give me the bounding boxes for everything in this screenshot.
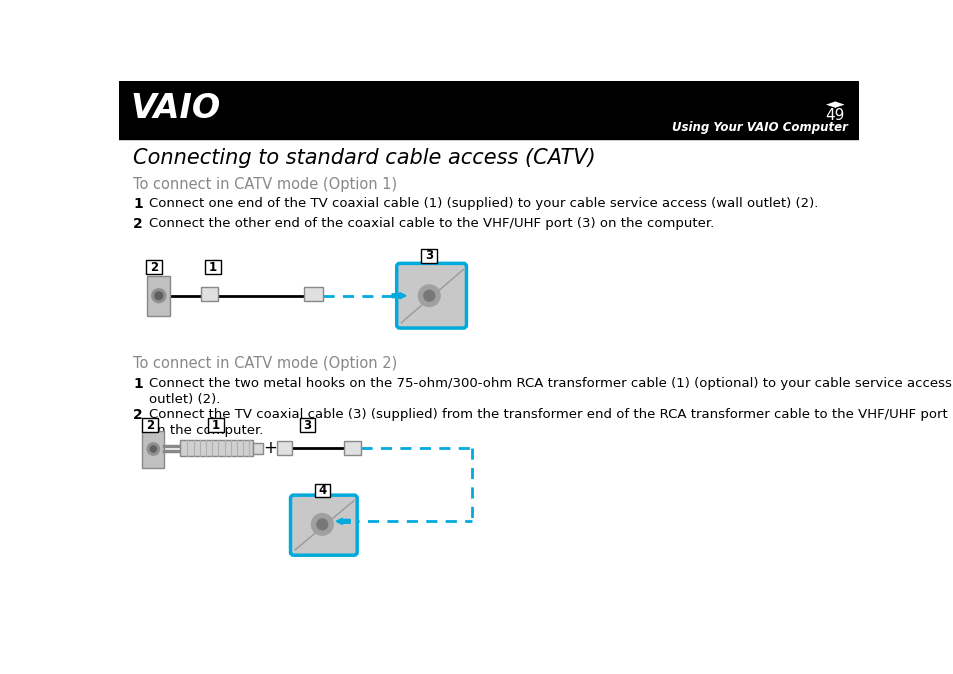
Text: 2: 2 xyxy=(133,408,143,422)
Text: 1: 1 xyxy=(209,261,217,274)
Bar xyxy=(208,418,224,432)
Text: 2: 2 xyxy=(146,419,154,431)
Text: 3: 3 xyxy=(425,249,433,262)
Text: 4: 4 xyxy=(318,484,326,497)
Bar xyxy=(314,483,330,497)
Text: 1: 1 xyxy=(133,377,143,392)
Text: ◄: ◄ xyxy=(825,98,835,111)
Circle shape xyxy=(147,443,159,455)
FancyArrow shape xyxy=(392,293,406,299)
Bar xyxy=(205,260,220,274)
Text: 1: 1 xyxy=(133,197,143,211)
Text: 49: 49 xyxy=(824,108,844,123)
Text: 1: 1 xyxy=(212,419,220,431)
Circle shape xyxy=(150,446,156,452)
Bar xyxy=(253,443,262,454)
Text: To connect in CATV mode (Option 2): To connect in CATV mode (Option 2) xyxy=(133,356,397,371)
Text: +: + xyxy=(263,439,277,457)
Bar xyxy=(344,441,360,455)
Bar xyxy=(276,441,292,455)
Circle shape xyxy=(152,288,166,303)
Text: 3: 3 xyxy=(303,419,312,431)
FancyBboxPatch shape xyxy=(396,264,466,328)
Bar xyxy=(304,287,323,301)
Text: ►: ► xyxy=(834,98,844,111)
Bar xyxy=(142,431,164,468)
Circle shape xyxy=(154,292,162,299)
Text: Using Your VAIO Computer: Using Your VAIO Computer xyxy=(671,121,847,134)
Bar xyxy=(142,418,158,432)
Text: Connect the other end of the coaxial cable to the VHF/UHF port (3) on the comput: Connect the other end of the coaxial cab… xyxy=(149,217,713,230)
Bar xyxy=(421,249,436,263)
Text: on the computer.: on the computer. xyxy=(149,423,263,437)
FancyArrow shape xyxy=(335,518,350,524)
Text: VAIO: VAIO xyxy=(131,92,221,125)
Text: Connect one end of the TV coaxial cable (1) (supplied) to your cable service acc: Connect one end of the TV coaxial cable … xyxy=(149,197,818,210)
Bar xyxy=(200,287,217,301)
Text: To connect in CATV mode (Option 1): To connect in CATV mode (Option 1) xyxy=(133,177,396,192)
Text: 2: 2 xyxy=(150,261,158,274)
Circle shape xyxy=(311,514,333,535)
Bar xyxy=(146,260,162,274)
Bar xyxy=(179,441,253,456)
Bar xyxy=(147,276,171,315)
Text: 2: 2 xyxy=(133,217,143,231)
Bar xyxy=(119,81,858,140)
Circle shape xyxy=(316,519,328,530)
Bar xyxy=(299,418,315,432)
Text: Connect the two metal hooks on the 75-ohm/300-ohm RCA transformer cable (1) (opt: Connect the two metal hooks on the 75-oh… xyxy=(149,377,953,390)
FancyBboxPatch shape xyxy=(291,495,356,555)
Text: Connect the TV coaxial cable (3) (supplied) from the transformer end of the RCA : Connect the TV coaxial cable (3) (suppli… xyxy=(149,408,953,421)
Text: Connecting to standard cable access (CATV): Connecting to standard cable access (CAT… xyxy=(133,148,596,168)
Text: outlet) (2).: outlet) (2). xyxy=(149,393,220,406)
Circle shape xyxy=(418,285,439,307)
Circle shape xyxy=(423,290,435,301)
